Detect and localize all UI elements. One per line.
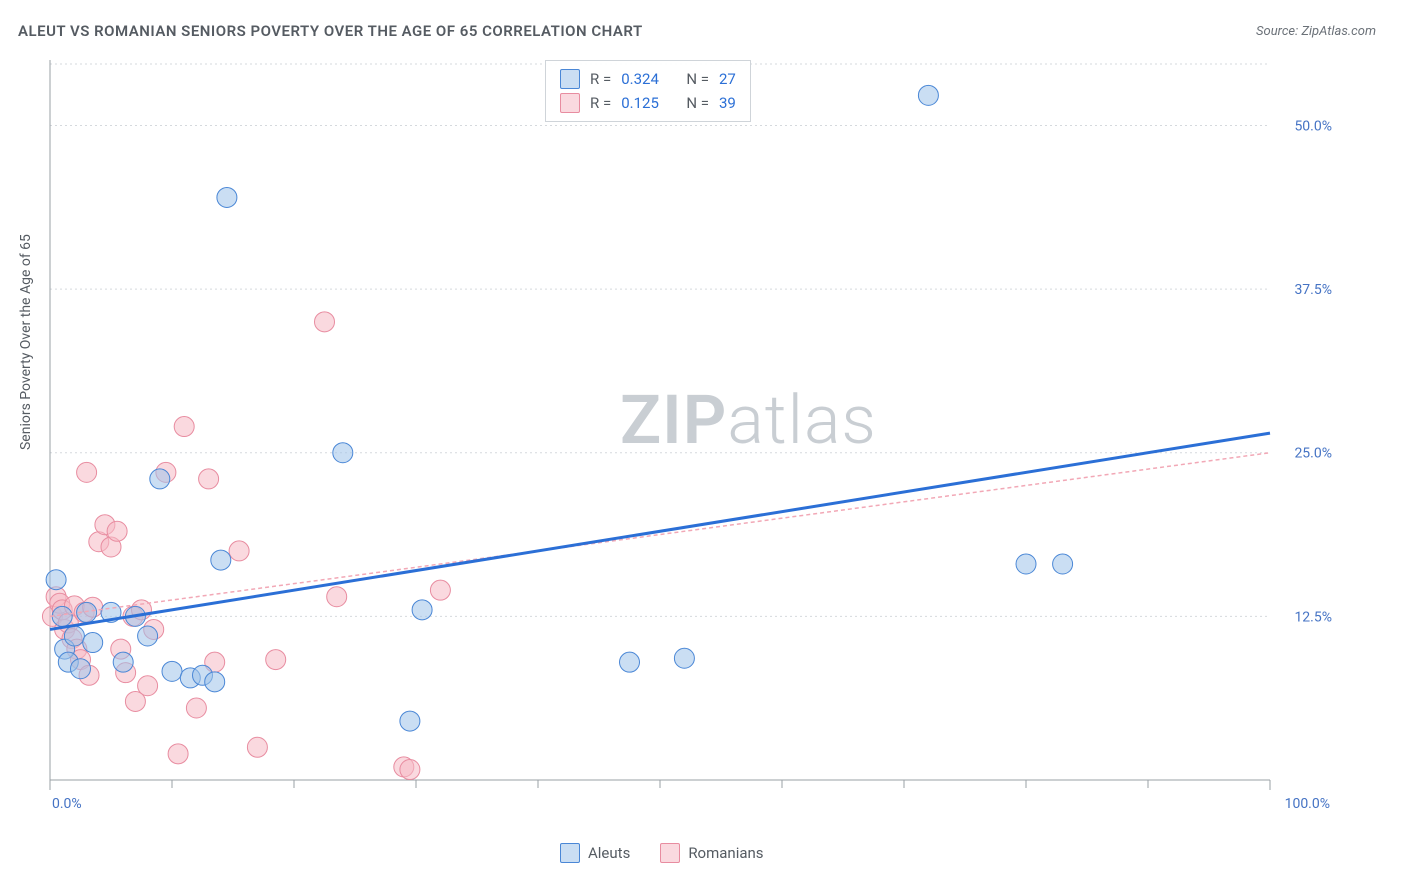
- stats-legend-box: R = 0.324 N = 27 R = 0.125 N = 39: [545, 60, 751, 122]
- legend-item-romanians: Romanians: [660, 843, 763, 863]
- chart-title: ALEUT VS ROMANIAN SENIORS POVERTY OVER T…: [18, 22, 643, 40]
- chart-container: ALEUT VS ROMANIAN SENIORS POVERTY OVER T…: [0, 0, 1406, 892]
- svg-text:0.0%: 0.0%: [52, 796, 82, 812]
- svg-text:25.0%: 25.0%: [1294, 446, 1332, 462]
- source-label: Source: ZipAtlas.com: [1256, 24, 1376, 39]
- swatch-pink-icon: [660, 843, 680, 863]
- y-axis-label: Seniors Poverty Over the Age of 65: [18, 234, 34, 450]
- plot-area: 0.0% 100.0% 12.5% 25.0% 37.5% 50.0%: [50, 60, 1340, 820]
- svg-text:12.5%: 12.5%: [1294, 609, 1332, 625]
- svg-text:100.0%: 100.0%: [1285, 796, 1330, 812]
- swatch-blue-icon: [560, 69, 580, 89]
- svg-text:50.0%: 50.0%: [1294, 118, 1332, 134]
- legend-item-aleuts: Aleuts: [560, 843, 630, 863]
- svg-text:37.5%: 37.5%: [1294, 282, 1332, 298]
- stats-row-aleuts: R = 0.324 N = 27: [560, 67, 736, 91]
- legend-bottom: Aleuts Romanians: [560, 843, 764, 863]
- scatter-plot-svg: 0.0% 100.0% 12.5% 25.0% 37.5% 50.0%: [50, 60, 1340, 820]
- stats-row-romanians: R = 0.125 N = 39: [560, 91, 736, 115]
- swatch-pink-icon: [560, 93, 580, 113]
- swatch-blue-icon: [560, 843, 580, 863]
